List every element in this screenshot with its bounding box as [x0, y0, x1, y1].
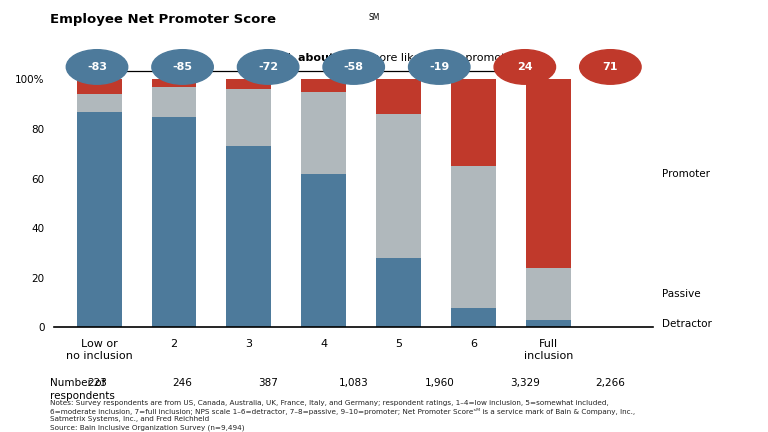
Bar: [77, 94, 121, 112]
Bar: [227, 79, 271, 89]
Text: 223: 223: [87, 378, 107, 388]
Bar: [526, 79, 571, 268]
Bar: [77, 112, 121, 327]
Bar: [376, 114, 421, 258]
Text: 1,960: 1,960: [425, 378, 454, 388]
Text: Passive: Passive: [662, 289, 701, 299]
Bar: [227, 89, 271, 146]
Text: 246: 246: [173, 378, 193, 388]
Text: 24: 24: [517, 62, 533, 72]
Text: Number of
respondents: Number of respondents: [50, 378, 114, 401]
Bar: [151, 79, 197, 87]
Text: about 14x: about 14x: [297, 54, 360, 64]
Bar: [151, 87, 197, 117]
Text: Source: Bain Inclusive Organization Survey (n=9,494): Source: Bain Inclusive Organization Surv…: [50, 424, 244, 431]
Text: -72: -72: [258, 62, 278, 72]
Text: 387: 387: [258, 378, 278, 388]
Bar: [301, 174, 346, 327]
Text: 2,266: 2,266: [595, 378, 625, 388]
Bar: [526, 320, 571, 327]
Bar: [376, 258, 421, 327]
Text: more likely to be promoters: more likely to be promoters: [365, 54, 523, 64]
Text: Detractor: Detractor: [662, 319, 712, 329]
Text: 3,329: 3,329: [510, 378, 540, 388]
Bar: [301, 79, 346, 92]
Bar: [376, 79, 421, 114]
Text: Employee Net Promoter Score: Employee Net Promoter Score: [50, 13, 276, 26]
Text: -58: -58: [344, 62, 364, 72]
Text: SM: SM: [369, 13, 380, 22]
Bar: [526, 268, 571, 320]
Bar: [77, 79, 121, 94]
Text: Notes: Survey respondents are from US, Canada, Australia, UK, France, Italy, and: Notes: Survey respondents are from US, C…: [50, 400, 609, 406]
Text: -83: -83: [87, 62, 107, 72]
Bar: [451, 308, 496, 327]
Bar: [227, 146, 271, 327]
Text: Promoter: Promoter: [662, 169, 710, 179]
Text: -19: -19: [429, 62, 449, 72]
Text: 1,083: 1,083: [339, 378, 369, 388]
Bar: [451, 166, 496, 308]
Text: Overall,: Overall,: [250, 54, 297, 64]
Text: Satmetrix Systems, Inc., and Fred Reichheld: Satmetrix Systems, Inc., and Fred Reichh…: [50, 416, 209, 422]
Text: 71: 71: [603, 62, 618, 72]
Text: -85: -85: [173, 62, 193, 72]
Bar: [301, 92, 346, 174]
Bar: [451, 79, 496, 166]
Bar: [151, 117, 197, 327]
Text: 6=moderate inclusion, 7=full inclusion; NPS scale 1–6=detractor, 7–8=passive, 9–: 6=moderate inclusion, 7=full inclusion; …: [50, 408, 635, 415]
